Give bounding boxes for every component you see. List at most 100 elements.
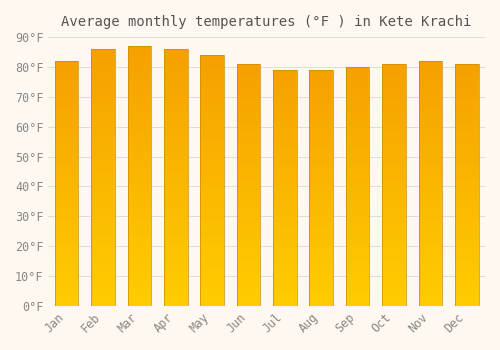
Bar [236, 270, 260, 272]
Bar [128, 100, 151, 103]
Bar [310, 157, 333, 160]
Bar [310, 292, 333, 294]
Bar [273, 285, 296, 287]
Bar [455, 216, 478, 219]
Bar [455, 173, 478, 175]
Bar [236, 173, 260, 175]
Bar [236, 243, 260, 245]
Bar [128, 124, 151, 127]
Bar [382, 209, 406, 211]
Bar [236, 182, 260, 185]
Bar [382, 98, 406, 100]
Bar [346, 191, 370, 194]
Bar [418, 166, 442, 169]
Bar [418, 61, 442, 63]
Bar [200, 138, 224, 140]
Bar [455, 117, 478, 120]
Bar [273, 226, 296, 228]
Bar [418, 161, 442, 164]
Bar [200, 135, 224, 138]
Bar [164, 301, 188, 303]
Bar [91, 275, 115, 278]
Bar [236, 151, 260, 153]
Bar [418, 144, 442, 147]
Bar [346, 248, 370, 251]
Bar [164, 283, 188, 285]
Bar [382, 120, 406, 122]
Bar [455, 265, 478, 267]
Bar [310, 72, 333, 75]
Bar [310, 86, 333, 89]
Bar [91, 214, 115, 216]
Bar [54, 223, 78, 225]
Bar [382, 115, 406, 117]
Bar [128, 134, 151, 137]
Bar [310, 263, 333, 266]
Bar [91, 160, 115, 162]
Bar [382, 258, 406, 260]
Bar [346, 122, 370, 124]
Bar [236, 291, 260, 294]
Bar [346, 127, 370, 129]
Bar [200, 83, 224, 85]
Bar [455, 267, 478, 270]
Bar [382, 231, 406, 233]
Bar [200, 55, 224, 57]
Bar [200, 160, 224, 163]
Bar [200, 258, 224, 261]
Bar [164, 154, 188, 157]
Bar [346, 194, 370, 196]
Bar [346, 292, 370, 294]
Bar [273, 237, 296, 240]
Bar [418, 245, 442, 247]
Bar [200, 256, 224, 258]
Bar [418, 85, 442, 88]
Bar [346, 265, 370, 268]
Bar [455, 211, 478, 214]
Bar [418, 120, 442, 122]
Bar [382, 185, 406, 187]
Bar [310, 261, 333, 263]
Bar [164, 49, 188, 51]
Bar [236, 168, 260, 170]
Bar [310, 112, 333, 115]
Bar [346, 119, 370, 122]
Bar [236, 236, 260, 238]
Bar [54, 63, 78, 66]
Bar [164, 100, 188, 103]
Bar [455, 76, 478, 78]
Bar [455, 156, 478, 158]
Bar [128, 147, 151, 150]
Bar [346, 167, 370, 170]
Bar [128, 163, 151, 166]
Bar [164, 131, 188, 134]
Bar [54, 61, 78, 306]
Bar [310, 178, 333, 181]
Bar [91, 139, 115, 141]
Bar [236, 197, 260, 199]
Bar [128, 64, 151, 67]
Bar [164, 247, 188, 249]
Bar [310, 214, 333, 216]
Bar [418, 66, 442, 68]
Bar [382, 253, 406, 255]
Bar [236, 149, 260, 151]
Bar [273, 223, 296, 226]
Bar [455, 209, 478, 211]
Bar [200, 108, 224, 110]
Bar [91, 147, 115, 149]
Bar [54, 85, 78, 88]
Bar [236, 209, 260, 211]
Bar [418, 68, 442, 71]
Bar [200, 120, 224, 123]
Bar [54, 254, 78, 257]
Bar [236, 299, 260, 301]
Bar [200, 193, 224, 196]
Bar [91, 283, 115, 285]
Bar [54, 205, 78, 208]
Bar [418, 100, 442, 103]
Bar [273, 193, 296, 195]
Bar [54, 225, 78, 228]
Bar [236, 156, 260, 158]
Bar [54, 220, 78, 223]
